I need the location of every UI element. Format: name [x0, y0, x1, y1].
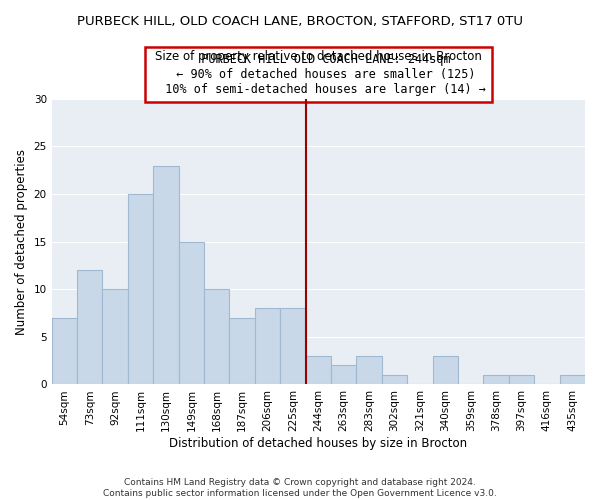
Text: PURBECK HILL, OLD COACH LANE, BROCTON, STAFFORD, ST17 0TU: PURBECK HILL, OLD COACH LANE, BROCTON, S…: [77, 15, 523, 28]
Bar: [356, 356, 382, 384]
Bar: [560, 375, 585, 384]
Bar: [179, 242, 204, 384]
X-axis label: Distribution of detached houses by size in Brocton: Distribution of detached houses by size …: [169, 437, 467, 450]
Bar: [128, 194, 153, 384]
Bar: [280, 308, 305, 384]
Text: PURBECK HILL OLD COACH LANE: 244sqm
  ← 90% of detached houses are smaller (125): PURBECK HILL OLD COACH LANE: 244sqm ← 90…: [151, 53, 486, 96]
Y-axis label: Number of detached properties: Number of detached properties: [15, 148, 28, 334]
Bar: [52, 318, 77, 384]
Bar: [77, 270, 103, 384]
Bar: [305, 356, 331, 384]
Bar: [204, 290, 229, 384]
Bar: [382, 375, 407, 384]
Bar: [433, 356, 458, 384]
Text: Contains HM Land Registry data © Crown copyright and database right 2024.
Contai: Contains HM Land Registry data © Crown c…: [103, 478, 497, 498]
Bar: [509, 375, 534, 384]
Title: Size of property relative to detached houses in Brocton: Size of property relative to detached ho…: [155, 50, 482, 63]
Bar: [331, 366, 356, 384]
Bar: [103, 290, 128, 384]
Bar: [484, 375, 509, 384]
Bar: [153, 166, 179, 384]
Bar: [255, 308, 280, 384]
Bar: [229, 318, 255, 384]
